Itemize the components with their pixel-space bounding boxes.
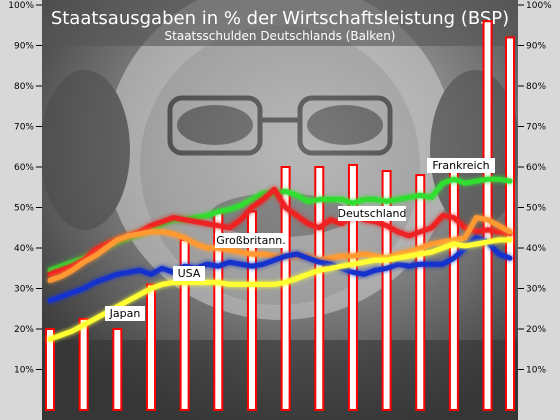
- label-grossbritannien: Großbritann.: [215, 233, 287, 248]
- label-japan: Japan: [105, 306, 145, 321]
- label-deutschland-text: Deutschland: [337, 207, 406, 220]
- left-tick-label: 60%: [14, 163, 34, 173]
- right-axis: 10% 20% 30% 40% 50% 60% 70% 80% 90% 100%: [518, 1, 552, 376]
- left-tick-label: 20%: [14, 325, 34, 335]
- label-deutschland: Deutschland: [337, 206, 407, 221]
- debt-bar: [280, 166, 291, 411]
- right-tick-label: 60%: [526, 163, 546, 173]
- title-band: [42, 0, 518, 46]
- debt-bar: [415, 174, 426, 411]
- right-tick-label: 80%: [526, 82, 546, 92]
- right-tick-label: 40%: [526, 244, 546, 254]
- debt-bar: [112, 328, 123, 411]
- right-tick-label: 100%: [526, 1, 552, 11]
- right-tick-label: 20%: [526, 325, 546, 335]
- debt-bar: [45, 328, 55, 411]
- debt-bar: [381, 170, 392, 411]
- right-tick-label: 10%: [526, 366, 546, 376]
- left-tick-label: 100%: [8, 1, 34, 11]
- debt-bar: [145, 283, 156, 412]
- debt-bar: [314, 166, 325, 411]
- left-tick-label: 50%: [14, 204, 34, 214]
- series-line-japan: [47, 237, 513, 342]
- right-tick-label: 90%: [526, 42, 546, 52]
- right-tick-label: 30%: [526, 285, 546, 295]
- series-line-usa: [47, 235, 513, 304]
- chart-title: Staatsausgaben in % der Wirtschaftsleist…: [51, 8, 509, 29]
- series-lines: [47, 176, 513, 342]
- label-japan-text: Japan: [109, 307, 141, 320]
- debt-bar: [246, 210, 257, 411]
- label-usa-text: USA: [178, 267, 201, 280]
- left-tick-label: 90%: [14, 42, 34, 52]
- debt-bar: [78, 317, 89, 411]
- label-frankreich: Frankreich: [427, 158, 495, 173]
- left-tick-label: 80%: [14, 82, 34, 92]
- debt-bar: [448, 170, 459, 411]
- right-tick-label: 50%: [526, 204, 546, 214]
- left-tick-label: 30%: [14, 285, 34, 295]
- left-tick-label: 70%: [14, 123, 34, 133]
- debt-bar: [482, 20, 493, 411]
- debt-bar: [347, 163, 358, 411]
- debt-bars: [45, 20, 515, 412]
- left-axis: 10% 20% 30% 40% 50% 60% 70% 80% 90% 100%: [8, 1, 42, 376]
- left-axis-panel: [0, 0, 42, 420]
- right-tick-label: 70%: [526, 123, 546, 133]
- label-usa: USA: [173, 266, 205, 281]
- debt-bar: [505, 36, 515, 412]
- right-axis-panel: [518, 0, 560, 420]
- chart-subtitle: Staatsschulden Deutschlands (Balken): [165, 29, 396, 43]
- left-tick-label: 10%: [14, 366, 34, 376]
- label-frankreich-text: Frankreich: [432, 159, 489, 172]
- label-grossbritannien-text: Großbritann.: [216, 234, 286, 247]
- left-tick-label: 40%: [14, 244, 34, 254]
